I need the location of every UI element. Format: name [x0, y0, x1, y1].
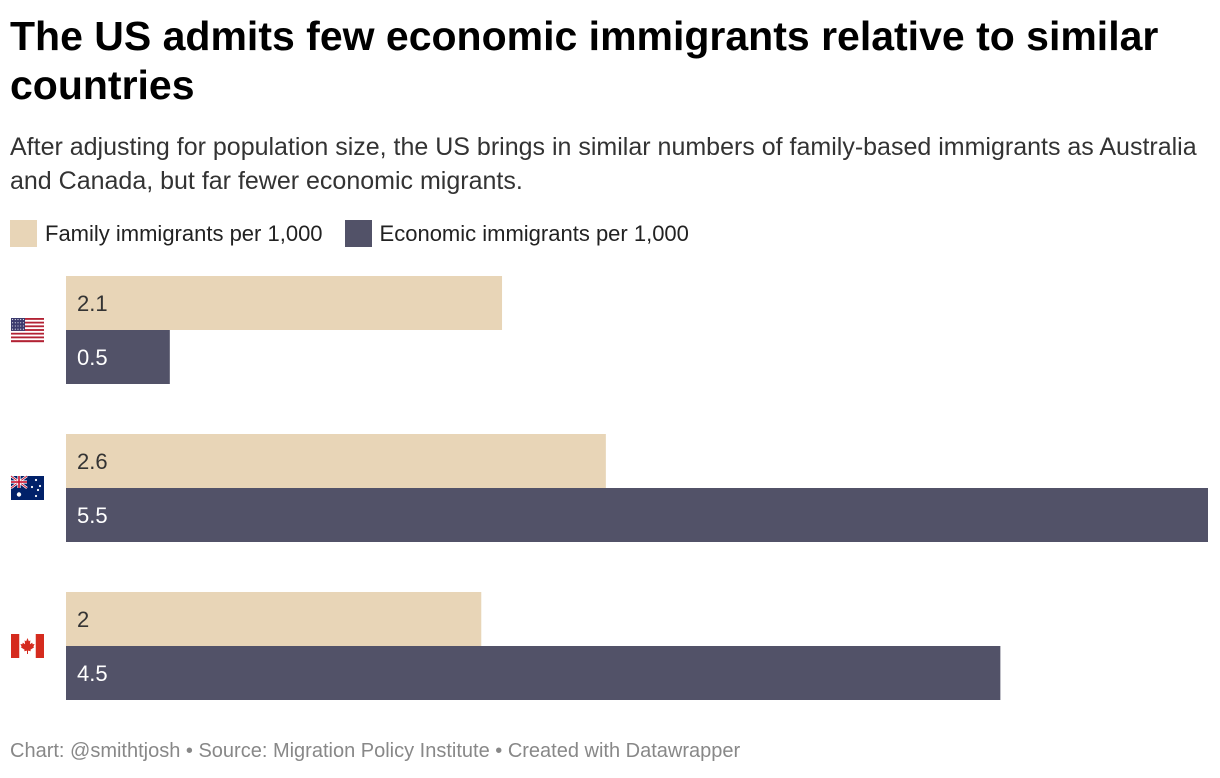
chart-footer: Chart: @smithtjosh • Source: Migration P…	[10, 740, 741, 762]
us-flag-stripe	[11, 334, 44, 337]
us-flag-star	[20, 319, 22, 321]
us-flag-star	[17, 325, 19, 327]
us-flag-stripe	[11, 318, 44, 321]
us-flag-canton	[11, 318, 25, 331]
us-flag-star	[22, 328, 24, 330]
us-flag-icon	[11, 318, 44, 343]
bar-family-australia	[66, 434, 606, 488]
bar-label-family-canada: 2	[77, 607, 89, 632]
australia-flag-star	[34, 478, 38, 482]
legend-label-economic: Economic immigrants per 1,000	[379, 220, 689, 246]
us-flag-stripe	[11, 340, 44, 343]
us-flag-star	[22, 319, 24, 321]
australia-flag-cross-red	[11, 481, 27, 483]
us-flag-star	[17, 322, 19, 324]
australia-flag-star	[16, 492, 22, 497]
canada-flag-band	[35, 634, 44, 658]
bar-label-family-australia: 2.6	[77, 449, 108, 474]
us-flag-star	[14, 328, 16, 330]
us-flag-star	[14, 322, 16, 324]
bar-economic-canada	[66, 646, 1001, 700]
us-flag-star	[17, 319, 19, 321]
us-flag-stripe	[11, 323, 44, 326]
us-flag-stripe	[11, 330, 44, 333]
australia-flag-icon	[10, 475, 44, 500]
us-flag-star	[22, 322, 24, 324]
australia-flag-star	[34, 494, 38, 498]
us-flag-star	[22, 325, 24, 327]
bar-label-economic-canada: 4.5	[77, 661, 108, 686]
us-flag-stripe	[11, 327, 44, 330]
legend-swatch-economic	[344, 220, 372, 247]
australia-flag-star	[38, 484, 42, 488]
bar-family-united-states	[66, 276, 503, 330]
us-flag-star	[12, 325, 14, 327]
bar-label-family-united-states: 2.1	[77, 291, 108, 316]
bar-economic-united-states	[66, 330, 170, 384]
bar-economic-australia	[66, 488, 1208, 542]
us-flag-star	[20, 328, 22, 330]
canada-flag-maple-leaf	[20, 638, 35, 654]
bar-label-economic-australia: 5.5	[77, 503, 108, 528]
legend: Family immigrants per 1,000 Economic imm…	[10, 220, 711, 247]
bar-label-economic-united-states: 0.5	[77, 345, 108, 370]
legend-item-economic: Economic immigrants per 1,000	[344, 220, 689, 247]
us-flag-star	[17, 328, 19, 330]
legend-item-family: Family immigrants per 1,000	[10, 220, 323, 247]
us-flag-star	[12, 319, 14, 321]
canada-flag-band	[11, 634, 20, 658]
canada-flag-icon	[11, 634, 44, 658]
chart-title: The US admits few economic immigrants re…	[10, 13, 1159, 108]
chart-subtitle: After adjusting for population size, the…	[10, 133, 1197, 195]
australia-flag-star	[36, 488, 40, 492]
us-flag-star	[20, 322, 22, 324]
us-flag-star	[14, 325, 16, 327]
legend-label-family: Family immigrants per 1,000	[45, 220, 323, 246]
us-flag-star	[14, 319, 16, 321]
us-flag-stripe	[11, 321, 44, 324]
bar-family-canada	[66, 592, 482, 646]
us-flag-stripe	[11, 325, 44, 328]
us-flag-stripe	[11, 332, 44, 335]
legend-swatch-family	[10, 220, 37, 247]
us-flag-stripe	[11, 336, 44, 339]
us-flag-star	[20, 325, 22, 327]
us-flag-stripe	[11, 319, 44, 322]
us-flag-stripe	[11, 338, 44, 341]
us-flag-stripe	[11, 329, 44, 332]
australia-flag-star	[30, 485, 34, 489]
us-flag-star	[12, 322, 14, 324]
us-flag-star	[12, 328, 14, 330]
